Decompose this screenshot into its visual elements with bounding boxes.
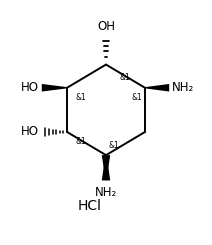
- Text: HO: HO: [21, 81, 39, 94]
- Text: HCl: HCl: [77, 199, 101, 213]
- Polygon shape: [145, 84, 169, 92]
- Text: HO: HO: [21, 125, 39, 138]
- Polygon shape: [102, 155, 110, 180]
- Text: &1: &1: [108, 141, 119, 150]
- Text: &1: &1: [75, 137, 86, 146]
- Polygon shape: [42, 84, 67, 92]
- Text: &1: &1: [75, 93, 86, 102]
- Polygon shape: [102, 155, 110, 180]
- Text: NH₂: NH₂: [172, 81, 195, 94]
- Text: NH₂: NH₂: [95, 186, 117, 199]
- Text: &1: &1: [131, 93, 142, 102]
- Text: OH: OH: [97, 20, 115, 33]
- Text: &1: &1: [120, 73, 130, 82]
